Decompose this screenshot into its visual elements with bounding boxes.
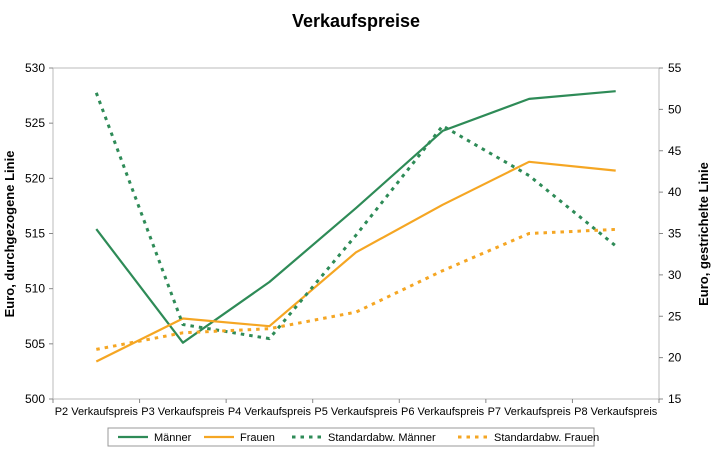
right-axis: 15 20 25 30 35 40 45 50 55: [659, 61, 682, 406]
y-axis-label: Euro, durchgezogene Linie: [2, 151, 17, 318]
series-line-m-nner: [95, 90, 616, 344]
y2-tick-label: 40: [668, 185, 682, 199]
y-tick-label: 520: [25, 171, 45, 185]
x-tick-label: P3 Verkaufspreis: [141, 406, 225, 418]
x-tick-label: P6 Verkaufspreis: [401, 406, 485, 418]
y2-tick-label: 30: [668, 268, 682, 282]
y-tick-label: 525: [25, 116, 45, 130]
legend-label: Standardabw. Männer: [328, 432, 436, 444]
y-tick-label: 515: [25, 227, 45, 241]
y2-tick-label: 20: [668, 351, 682, 365]
x-tick-label: P4 Verkaufspreis: [228, 406, 312, 418]
x-axis: P2 Verkaufspreis P3 Verkaufspreis P4 Verka…: [52, 399, 660, 418]
y2-axis-label: Euro, gestrichelte Linie: [696, 162, 711, 306]
y-tick-label: 510: [25, 282, 45, 296]
left-axis: 500 505 510 515 520 525 530: [25, 61, 53, 406]
legend-label: Männer: [154, 432, 192, 444]
plot-area: [52, 67, 660, 400]
legend-label: Frauen: [240, 432, 275, 444]
legend-label: Standardabw. Frauen: [494, 432, 599, 444]
series-layer: [94, 90, 617, 363]
x-tick-label: P7 Verkaufspreis: [488, 406, 572, 418]
y-tick-label: 500: [25, 392, 45, 406]
y2-tick-label: 15: [668, 392, 682, 406]
y2-tick-label: 25: [668, 309, 682, 323]
series-line-standardabw-frauen: [96, 227, 616, 351]
y-tick-label: 530: [25, 61, 45, 75]
y2-tick-label: 50: [668, 102, 682, 116]
x-tick-label: P5 Verkaufspreis: [314, 406, 398, 418]
y-tick-label: 505: [25, 337, 45, 351]
legend: Männer Frauen Standardabw. Männer Standarda…: [107, 427, 599, 447]
y2-tick-label: 35: [668, 227, 682, 241]
series-line-frauen: [95, 160, 616, 363]
x-tick-label: P2 Verkaufspreis: [55, 406, 139, 418]
series-line-standardabw-m-nner: [94, 92, 617, 341]
y2-tick-label: 55: [668, 61, 682, 75]
y2-tick-label: 45: [668, 144, 682, 158]
x-tick-label: P8 Verkaufspreis: [574, 406, 658, 418]
legend-box: [107, 427, 595, 447]
chart-title: Verkaufspreise: [292, 11, 420, 31]
